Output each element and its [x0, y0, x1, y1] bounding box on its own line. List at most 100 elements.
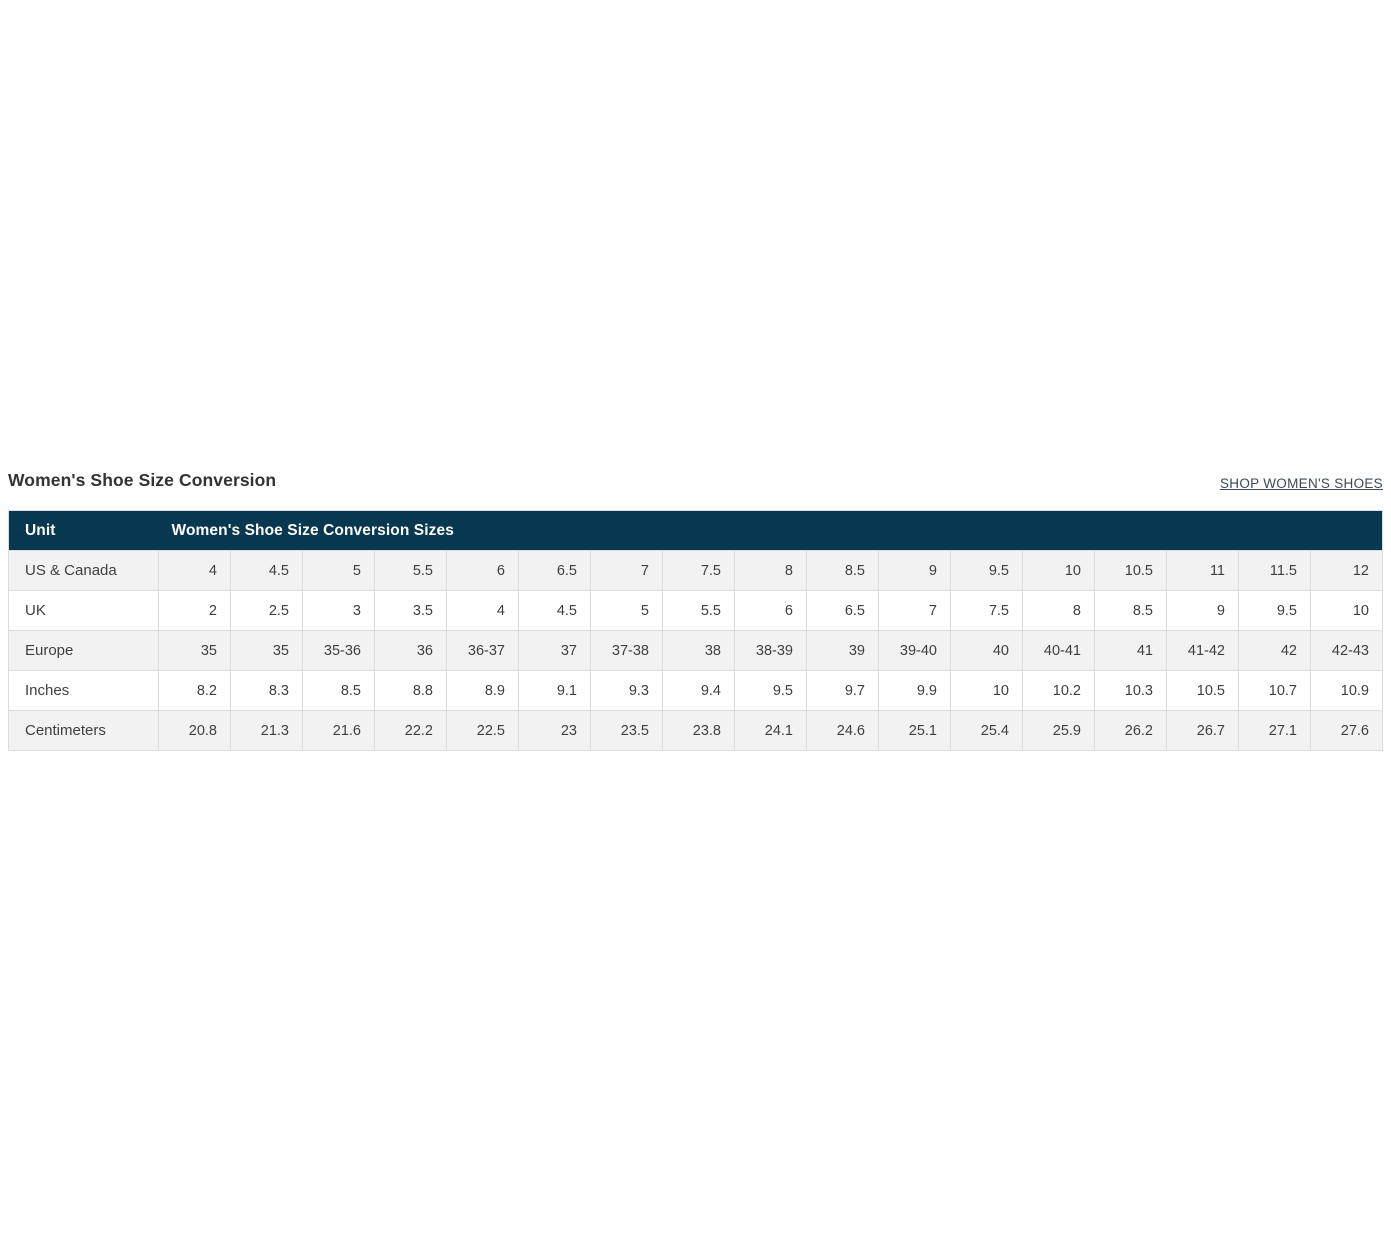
size-cell: 23.8 [662, 710, 735, 751]
size-cell: 4 [446, 590, 519, 631]
size-cell: 26.7 [1166, 710, 1239, 751]
size-cell: 35-36 [302, 630, 375, 671]
size-cell: 38 [662, 630, 735, 671]
unit-column-header: Unit [8, 510, 159, 551]
size-cell: 3 [302, 590, 375, 631]
size-cell: 10 [950, 670, 1023, 711]
size-cell: 4.5 [518, 590, 591, 631]
size-cell: 25.4 [950, 710, 1023, 751]
size-cell: 40 [950, 630, 1023, 671]
size-cell: 2.5 [230, 590, 303, 631]
size-cell: 5.5 [662, 590, 735, 631]
size-cell: 23 [518, 710, 591, 751]
size-cell: 10.5 [1094, 550, 1167, 591]
size-cell: 7 [590, 550, 663, 591]
row-label: Inches [8, 670, 159, 711]
size-cell: 37 [518, 630, 591, 671]
size-cell: 3.5 [374, 590, 447, 631]
row-label: Europe [8, 630, 159, 671]
size-cell: 9.5 [734, 670, 807, 711]
size-cell: 4.5 [230, 550, 303, 591]
size-cell: 8.9 [446, 670, 519, 711]
size-cell: 8.8 [374, 670, 447, 711]
size-cell: 38-39 [734, 630, 807, 671]
table-row: Centimeters 20.8 21.3 21.6 22.2 22.5 23 23.5 23.… [8, 710, 1383, 751]
size-cell: 9.3 [590, 670, 663, 711]
size-cell: 41-42 [1166, 630, 1239, 671]
size-cell: 9.5 [950, 550, 1023, 591]
size-cell: 39 [806, 630, 879, 671]
size-cell: 10.7 [1238, 670, 1311, 711]
size-conversion-table: Unit Women's Shoe Size Conversion Sizes … [8, 510, 1383, 751]
size-cell: 27.1 [1238, 710, 1311, 751]
size-cell: 22.5 [446, 710, 519, 751]
size-cell: 8.2 [158, 670, 231, 711]
size-cell: 12 [1310, 550, 1383, 591]
size-cell: 10.9 [1310, 670, 1383, 711]
size-cell: 36-37 [446, 630, 519, 671]
size-cell: 35 [158, 630, 231, 671]
size-cell: 6.5 [518, 550, 591, 591]
size-cell: 9.5 [1238, 590, 1311, 631]
sizes-column-header: Women's Shoe Size Conversion Sizes [158, 510, 1383, 551]
row-label: US & Canada [8, 550, 159, 591]
size-cell: 10.2 [1022, 670, 1095, 711]
size-cell: 9 [1166, 590, 1239, 631]
size-cell: 37-38 [590, 630, 663, 671]
size-cell: 8.5 [806, 550, 879, 591]
size-cell: 21.6 [302, 710, 375, 751]
size-cell: 9.1 [518, 670, 591, 711]
size-cell: 5 [590, 590, 663, 631]
table-row: Europe 35 35 35-36 36 36-37 37 37-38 38 38-39 39 39… [8, 630, 1383, 671]
section-title-row: Women's Shoe Size Conversion SHOP WOMEN'… [8, 470, 1383, 491]
table-row: UK 2 2.5 3 3.5 4 4.5 5 5.5 6 6.5 7 7.5 8 8.5 9 9.5 10 [8, 590, 1383, 631]
size-cell: 22.2 [374, 710, 447, 751]
size-cell: 5 [302, 550, 375, 591]
size-cell: 21.3 [230, 710, 303, 751]
size-cell: 7 [878, 590, 951, 631]
size-cell: 24.6 [806, 710, 879, 751]
size-cell: 8.5 [302, 670, 375, 711]
size-cell: 25.9 [1022, 710, 1095, 751]
size-cell: 5.5 [374, 550, 447, 591]
size-cell: 8.3 [230, 670, 303, 711]
size-cell: 26.2 [1094, 710, 1167, 751]
size-cell: 8 [734, 550, 807, 591]
table-header: Unit Women's Shoe Size Conversion Sizes [8, 510, 1383, 551]
size-table-body: US & Canada 4 4.5 5 5.5 6 6.5 7 7.5 8 8.5 9 9.5 10 10.… [8, 550, 1383, 751]
size-cell: 8 [1022, 590, 1095, 631]
page-title: Women's Shoe Size Conversion [8, 470, 277, 490]
table-header-row: Unit Women's Shoe Size Conversion Sizes [8, 510, 1383, 551]
size-cell: 10.5 [1166, 670, 1239, 711]
size-cell: 9.4 [662, 670, 735, 711]
size-cell: 8.5 [1094, 590, 1167, 631]
row-label: UK [8, 590, 159, 631]
size-cell: 20.8 [158, 710, 231, 751]
size-cell: 24.1 [734, 710, 807, 751]
size-cell: 2 [158, 590, 231, 631]
size-cell: 10 [1310, 590, 1383, 631]
size-cell: 7.5 [950, 590, 1023, 631]
table-row: US & Canada 4 4.5 5 5.5 6 6.5 7 7.5 8 8.5 9 9.5 10 10.… [8, 550, 1383, 591]
size-cell: 9.9 [878, 670, 951, 711]
size-cell: 39-40 [878, 630, 951, 671]
size-cell: 27.6 [1310, 710, 1383, 751]
size-cell: 25.1 [878, 710, 951, 751]
size-cell: 36 [374, 630, 447, 671]
size-cell: 7.5 [662, 550, 735, 591]
shop-womens-shoes-link[interactable]: SHOP WOMEN'S SHOES [1219, 476, 1383, 491]
size-cell: 35 [230, 630, 303, 671]
size-cell: 4 [158, 550, 231, 591]
size-cell: 6 [446, 550, 519, 591]
size-cell: 42-43 [1310, 630, 1383, 671]
size-cell: 10.3 [1094, 670, 1167, 711]
size-cell: 41 [1094, 630, 1167, 671]
size-cell: 11 [1166, 550, 1239, 591]
size-cell: 23.5 [590, 710, 663, 751]
size-cell: 9.7 [806, 670, 879, 711]
table-row: Inches 8.2 8.3 8.5 8.8 8.9 9.1 9.3 9.4 9.5 9.7 9.9 1… [8, 670, 1383, 711]
row-label: Centimeters [8, 710, 159, 751]
size-cell: 9 [878, 550, 951, 591]
size-cell: 6.5 [806, 590, 879, 631]
size-cell: 42 [1238, 630, 1311, 671]
